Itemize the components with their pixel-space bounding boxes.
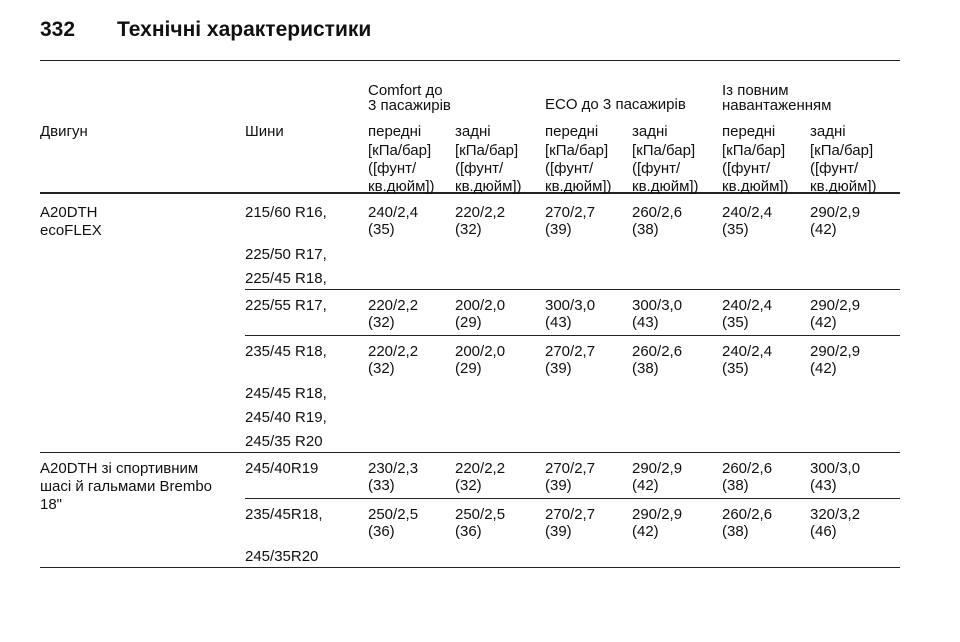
- header-table-rule: [40, 192, 900, 194]
- page-number: 332: [40, 18, 76, 41]
- pressure-value: 230/2,3 (33): [368, 460, 419, 494]
- pressure-value: 270/2,7 (39): [545, 506, 596, 540]
- pressure-value: 320/3,2 (46): [810, 506, 861, 540]
- pressure-value: 300/3,0 (43): [545, 297, 596, 331]
- unit-label: [кПа/бар] ([фунт/ кв.дюйм]): [368, 142, 435, 195]
- unit-label: [кПа/бар] ([фунт/ кв.дюйм]): [545, 142, 612, 195]
- pressure-value: 290/2,9 (42): [810, 343, 861, 377]
- unit-label: [кПа/бар] ([фунт/ кв.дюйм]): [455, 142, 522, 195]
- pressure-value: 200/2,0 (29): [455, 343, 506, 377]
- group-header: Із повним навантаженням: [722, 82, 832, 114]
- pressure-value: 250/2,5 (36): [455, 506, 506, 540]
- tire-size: 225/45 R18,: [245, 270, 327, 287]
- column-header: задні: [632, 123, 668, 140]
- pressure-value: 260/2,6 (38): [722, 506, 773, 540]
- engine-name: A20DTH ecoFLEX: [40, 204, 102, 239]
- pressure-value: 270/2,7 (39): [545, 204, 596, 238]
- tire-size: 215/60 R16,: [245, 204, 327, 221]
- tire-size: 245/35 R20: [245, 433, 323, 450]
- pressure-value: 220/2,2 (32): [455, 204, 506, 238]
- unit-label: [кПа/бар] ([фунт/ кв.дюйм]): [810, 142, 877, 195]
- pressure-value: 240/2,4 (35): [722, 343, 773, 377]
- header-rule: [40, 60, 900, 61]
- row-rule: [245, 335, 900, 336]
- pressure-value: 270/2,7 (39): [545, 343, 596, 377]
- tire-size: 245/35R20: [245, 548, 319, 565]
- tire-size: 225/55 R17,: [245, 297, 327, 314]
- pressure-value: 260/2,6 (38): [632, 204, 683, 238]
- engine-name: A20DTH зі спортивним шасі й гальмами Bre…: [40, 460, 213, 513]
- unit-label: [кПа/бар] ([фунт/ кв.дюйм]): [632, 142, 699, 195]
- pressure-value: 220/2,2 (32): [455, 460, 506, 494]
- tire-size: 245/40R19: [245, 460, 319, 477]
- tire-size: 235/45 R18,: [245, 343, 327, 360]
- pressure-value: 290/2,9 (42): [632, 460, 683, 494]
- tire-size: 225/50 R17,: [245, 246, 327, 263]
- pressure-value: 200/2,0 (29): [455, 297, 506, 331]
- pressure-value: 260/2,6 (38): [722, 460, 773, 494]
- pressure-value: 240/2,4 (35): [368, 204, 419, 238]
- column-header: передні: [722, 123, 776, 140]
- pressure-value: 290/2,9 (42): [810, 297, 861, 331]
- tire-size: 245/45 R18,: [245, 385, 327, 402]
- column-header: задні: [810, 123, 846, 140]
- unit-label: [кПа/бар] ([фунт/ кв.дюйм]): [722, 142, 789, 195]
- pressure-value: 220/2,2 (32): [368, 297, 419, 331]
- column-header: передні: [545, 123, 599, 140]
- page-title: Технічні характеристики: [117, 18, 372, 41]
- tire-size: 245/40 R19,: [245, 409, 327, 426]
- row-rule: [245, 289, 900, 290]
- group-header: Comfort до 3 пасажирів: [368, 82, 451, 114]
- column-header: передні: [368, 123, 422, 140]
- tire-size: 235/45R18,: [245, 506, 323, 523]
- pressure-value: 290/2,9 (42): [632, 506, 683, 540]
- pressure-value: 300/3,0 (43): [632, 297, 683, 331]
- pressure-value: 300/3,0 (43): [810, 460, 861, 494]
- pressure-value: 240/2,4 (35): [722, 297, 773, 331]
- pressure-value: 250/2,5 (36): [368, 506, 419, 540]
- pressure-value: 220/2,2 (32): [368, 343, 419, 377]
- section-rule: [40, 567, 900, 568]
- column-header: Шини: [245, 123, 284, 140]
- column-header: Двигун: [40, 123, 88, 140]
- column-header: задні: [455, 123, 491, 140]
- group-header: ECO до 3 пасажирів: [545, 96, 686, 113]
- pressure-value: 290/2,9 (42): [810, 204, 861, 238]
- pressure-value: 270/2,7 (39): [545, 460, 596, 494]
- pressure-value: 240/2,4 (35): [722, 204, 773, 238]
- pressure-value: 260/2,6 (38): [632, 343, 683, 377]
- row-rule: [245, 498, 900, 499]
- section-rule: [40, 452, 900, 453]
